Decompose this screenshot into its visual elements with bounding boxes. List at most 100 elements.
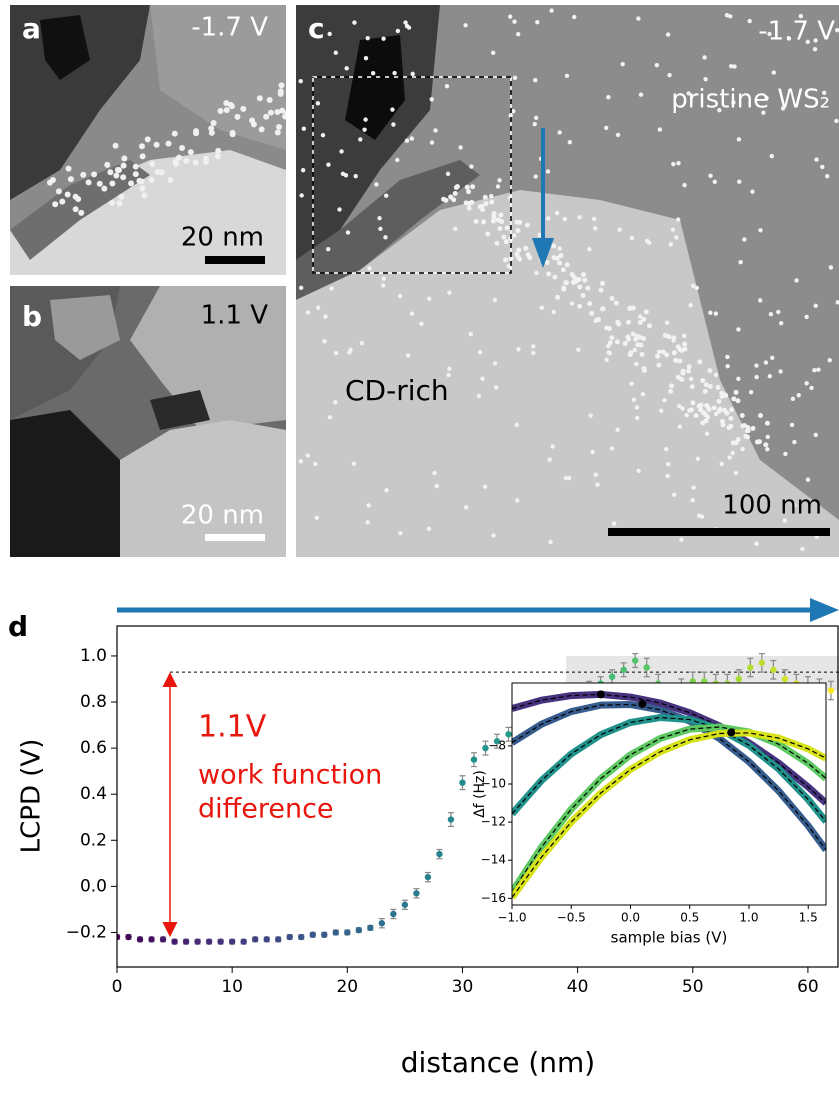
adsorbate xyxy=(626,319,632,325)
adsorbate xyxy=(778,320,784,326)
adsorbate xyxy=(503,239,509,245)
stm-image-a xyxy=(10,5,286,275)
adsorbate xyxy=(665,32,671,37)
adsorbate xyxy=(419,321,424,327)
adsorbate xyxy=(59,198,66,205)
adsorbate xyxy=(515,228,521,234)
adsorbate xyxy=(748,390,754,395)
adsorbate xyxy=(585,285,591,291)
adsorbate xyxy=(258,126,265,133)
adsorbate xyxy=(581,272,587,278)
data-point xyxy=(505,731,512,738)
adsorbate xyxy=(770,355,775,361)
x-tick-label: 60 xyxy=(797,977,819,997)
adsorbate xyxy=(167,177,174,184)
adsorbate xyxy=(719,461,724,466)
adsorbate xyxy=(729,407,735,413)
adsorbate xyxy=(638,342,644,348)
adsorbate xyxy=(305,310,311,315)
adsorbate xyxy=(604,125,609,131)
adsorbate xyxy=(569,272,575,278)
x-axis-label: distance (nm) xyxy=(401,1046,595,1079)
adsorbate xyxy=(707,368,713,374)
data-point xyxy=(275,936,282,943)
adsorbate xyxy=(558,252,564,258)
adsorbate xyxy=(176,154,183,161)
adsorbate xyxy=(234,113,241,120)
adsorbate xyxy=(171,130,178,137)
adsorbate xyxy=(121,155,128,162)
adsorbate xyxy=(539,305,545,311)
adsorbate xyxy=(359,340,365,346)
adsorbate xyxy=(682,182,687,188)
adsorbate xyxy=(662,398,667,403)
adsorbate xyxy=(589,310,595,316)
adsorbate xyxy=(512,19,517,24)
adsorbate xyxy=(476,393,482,399)
adsorbate xyxy=(713,411,719,417)
data-point xyxy=(182,938,190,945)
adsorbate xyxy=(634,405,640,410)
inset-x-tick-label: 1.0 xyxy=(739,911,758,925)
adsorbate xyxy=(337,207,342,212)
adsorbate xyxy=(664,446,669,452)
adsorbate xyxy=(305,453,310,458)
region-label: CD-rich xyxy=(345,374,449,407)
adsorbate xyxy=(613,300,619,306)
adsorbate xyxy=(641,367,647,373)
adsorbate xyxy=(392,70,397,76)
adsorbate xyxy=(805,477,811,482)
adsorbate xyxy=(697,513,702,518)
adsorbate xyxy=(690,283,696,289)
adsorbate xyxy=(664,320,670,325)
adsorbate xyxy=(733,470,739,476)
adsorbate xyxy=(671,350,677,356)
adsorbate xyxy=(116,200,123,207)
adsorbate xyxy=(314,515,320,521)
adsorbate xyxy=(564,73,570,79)
inset-content xyxy=(512,690,826,900)
adsorbate xyxy=(606,350,611,355)
adsorbate xyxy=(516,247,522,253)
adsorbate xyxy=(274,129,281,136)
adsorbate xyxy=(813,38,818,43)
adsorbate xyxy=(580,292,586,298)
adsorbate xyxy=(279,107,286,114)
adsorbate xyxy=(208,129,215,136)
adsorbate xyxy=(429,97,434,102)
adsorbate xyxy=(764,420,770,426)
adsorbate xyxy=(165,140,172,147)
adsorbate xyxy=(141,192,148,199)
adsorbate xyxy=(676,217,681,222)
adsorbate xyxy=(609,295,615,301)
data-point xyxy=(747,664,754,671)
adsorbate xyxy=(615,319,621,325)
adsorbate xyxy=(834,118,839,124)
adsorbate xyxy=(363,117,368,122)
inset-fit xyxy=(512,732,826,898)
adsorbate xyxy=(716,398,722,404)
adsorbate xyxy=(240,105,247,112)
adsorbate xyxy=(554,210,560,216)
adsorbate xyxy=(365,520,370,525)
adsorbate xyxy=(153,141,160,148)
adsorbate xyxy=(604,357,609,363)
adsorbate xyxy=(717,107,722,113)
adsorbate xyxy=(172,158,179,165)
adsorbate xyxy=(835,300,839,305)
adsorbate xyxy=(778,369,783,374)
adsorbate xyxy=(740,446,745,452)
adsorbate xyxy=(315,101,321,106)
adsorbate xyxy=(65,165,72,172)
annotation: 1.1V xyxy=(198,710,267,745)
x-tick-label: 10 xyxy=(221,977,243,997)
adsorbate xyxy=(715,384,721,390)
inset-peak xyxy=(727,728,736,737)
adsorbate xyxy=(514,422,519,428)
adsorbate xyxy=(533,174,538,179)
adsorbate xyxy=(114,166,121,173)
adsorbate xyxy=(717,406,723,412)
inset-y-tick-label: −16 xyxy=(481,891,506,905)
adsorbate xyxy=(684,412,689,418)
data-point xyxy=(390,910,397,918)
